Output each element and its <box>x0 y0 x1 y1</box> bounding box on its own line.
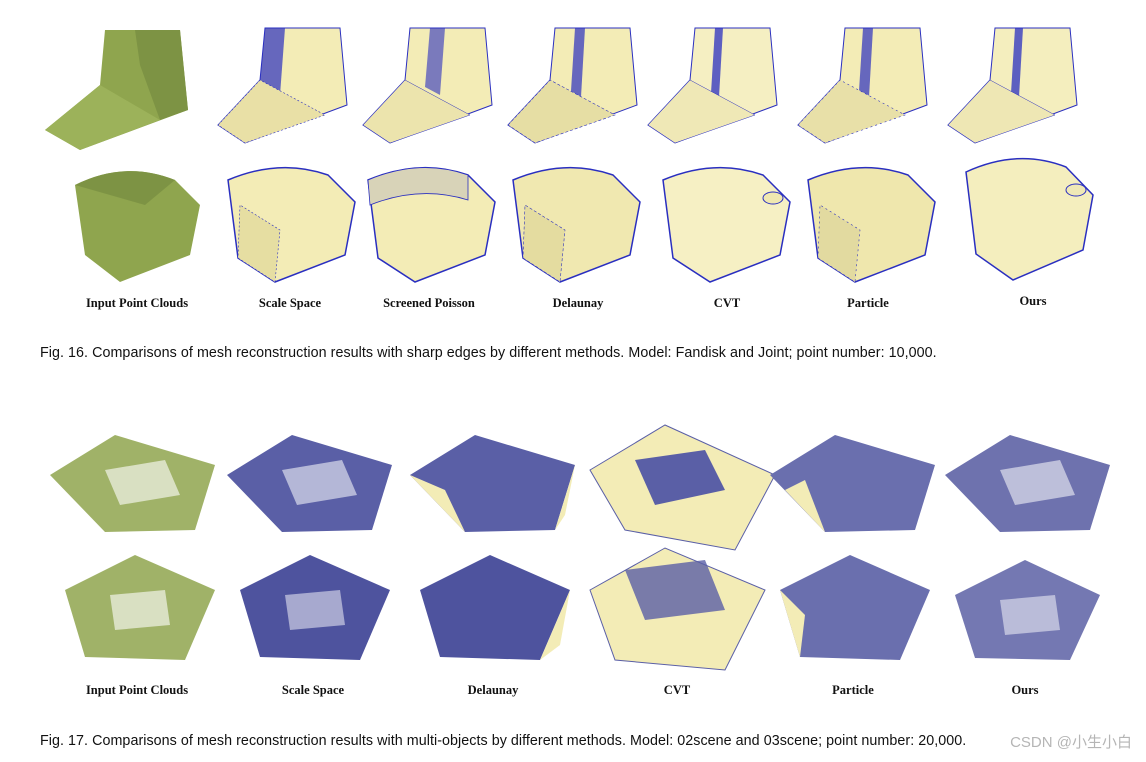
label-particle: Particle <box>832 683 874 697</box>
figure-16: Input Point Clouds Scale Space Screened … <box>0 0 1146 380</box>
fandisk-input-point-cloud <box>40 25 195 155</box>
scene03-delaunay <box>410 545 575 665</box>
label-cvt: CVT <box>713 296 741 310</box>
joint-screened-poisson <box>360 160 500 285</box>
label-input-point-clouds: Input Point Clouds <box>85 296 189 310</box>
label-scale-space: Scale Space <box>281 683 345 697</box>
fandisk-scale-space <box>215 25 355 150</box>
scene02-cvt <box>585 415 780 555</box>
watermark: CSDN @小生小白 <box>1010 734 1132 751</box>
label-ours: Ours <box>1011 683 1039 697</box>
label-cvt: CVT <box>663 683 691 697</box>
figure-17-caption: Fig. 17. Comparisons of mesh reconstruct… <box>40 733 967 749</box>
scene03-ours <box>945 550 1105 665</box>
fandisk-screened-poisson <box>360 25 500 150</box>
scene02-particle <box>765 420 940 538</box>
scene03-scale-space <box>230 545 395 665</box>
scene02-scale-space <box>222 420 397 538</box>
label-delaunay: Delaunay <box>552 296 604 310</box>
label-particle: Particle <box>847 296 889 310</box>
scene03-input-point-cloud <box>55 545 220 665</box>
fandisk-delaunay <box>505 25 645 150</box>
fandisk-particle <box>795 25 935 150</box>
label-input-point-clouds: Input Point Clouds <box>85 683 189 697</box>
joint-particle <box>800 160 940 285</box>
label-ours: Ours <box>1019 294 1047 308</box>
scene03-particle <box>770 545 935 665</box>
scene02-delaunay <box>405 420 580 538</box>
label-delaunay: Delaunay <box>467 683 519 697</box>
scene02-ours <box>940 420 1115 538</box>
joint-delaunay <box>505 160 645 285</box>
label-screened-poisson: Screened Poisson <box>383 296 475 310</box>
scene03-cvt <box>585 540 770 675</box>
joint-ours <box>958 150 1098 285</box>
joint-scale-space <box>220 160 360 285</box>
fandisk-ours <box>945 25 1085 150</box>
figure-16-caption: Fig. 16. Comparisons of mesh reconstruct… <box>40 345 937 361</box>
joint-input-point-cloud <box>65 160 205 285</box>
joint-cvt <box>655 160 795 285</box>
figure-17: Input Point Clouds Scale Space Delaunay … <box>0 400 1146 762</box>
label-scale-space: Scale Space <box>258 296 322 310</box>
scene02-input-point-cloud <box>45 420 220 538</box>
fandisk-cvt <box>645 25 785 150</box>
